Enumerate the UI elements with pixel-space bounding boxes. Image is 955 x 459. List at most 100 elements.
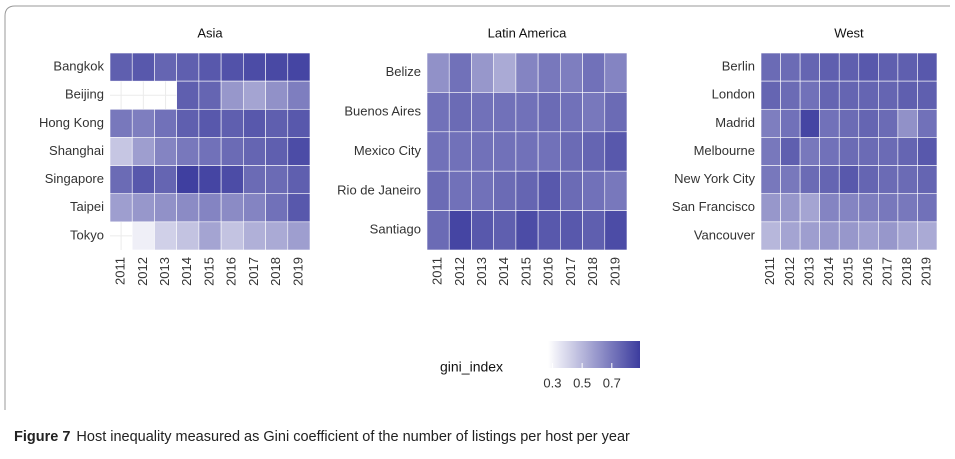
heat-cell [471, 210, 494, 251]
heat-cell [799, 108, 820, 138]
heat-cell [176, 108, 200, 138]
heat-cell [287, 108, 311, 138]
heat-cell [176, 165, 200, 195]
y-tick-label: Tokyo [70, 227, 104, 242]
heat-cell [819, 193, 840, 223]
heat-cell [198, 108, 222, 138]
y-tick-label: Shanghai [49, 143, 104, 158]
heat-cell [760, 193, 781, 223]
heat-cell [426, 92, 450, 133]
heat-cell [198, 52, 222, 82]
y-tick-label: Hong Kong [39, 115, 104, 130]
x-tick-label: 2013 [474, 257, 489, 286]
legend-tick-label: 0.7 [603, 375, 621, 390]
heat-cell [760, 80, 781, 110]
y-tick-label: San Francisco [672, 199, 755, 214]
heat-cell [838, 108, 860, 138]
heat-cell [858, 193, 879, 223]
heat-cell [897, 137, 918, 166]
y-tick-label: Santiago [370, 222, 421, 237]
heat-cell [582, 210, 606, 251]
legend-title: gini_index [440, 359, 503, 375]
heat-cell [287, 137, 311, 166]
heat-cell [878, 80, 899, 110]
heat-cell [515, 52, 539, 93]
heat-cell [537, 131, 561, 172]
heat-cell [243, 137, 266, 166]
heat-cell [198, 80, 222, 110]
panel-title: Latin America [488, 25, 568, 40]
heat-cell [819, 80, 840, 110]
heat-cell [154, 108, 177, 138]
heat-cell [426, 52, 450, 93]
heat-cell [426, 170, 450, 211]
heat-cell [917, 165, 938, 195]
x-tick-label: 2013 [157, 257, 172, 286]
x-tick-label: 2017 [880, 257, 895, 286]
y-tick-label: Madrid [715, 115, 755, 130]
heat-cell [154, 165, 177, 195]
y-tick-label: Beijing [65, 87, 104, 102]
heat-cell [131, 137, 155, 166]
heat-cell [780, 165, 801, 195]
heat-cell [448, 210, 472, 251]
heat-cell [493, 170, 517, 211]
heat-cell [537, 170, 561, 211]
caption-label: Figure 7 [14, 429, 70, 445]
heat-cell [515, 92, 539, 133]
heat-cell [198, 193, 222, 223]
x-tick-label: 2012 [782, 257, 797, 286]
x-tick-label: 2011 [430, 257, 445, 285]
heat-cell [858, 221, 879, 251]
heat-cell [471, 131, 494, 172]
heat-cell [220, 137, 244, 166]
heat-cell [760, 221, 781, 251]
heat-cell [471, 52, 494, 93]
y-tick-label: New York City [674, 171, 755, 186]
heat-cell [448, 170, 472, 211]
heat-cell [515, 170, 539, 211]
heat-cell [780, 108, 801, 138]
heat-cell [560, 210, 583, 251]
heat-cell [780, 52, 801, 82]
heat-cell [858, 108, 879, 138]
x-tick-label: 2015 [518, 257, 533, 286]
legend-tick-label: 0.5 [573, 375, 591, 390]
heat-cell [243, 193, 266, 223]
heat-cell [897, 221, 918, 251]
heat-cell [604, 92, 628, 133]
heat-cell [917, 193, 938, 223]
heat-cell [265, 221, 289, 251]
heat-cell [560, 92, 583, 133]
y-tick-label: Mexico City [354, 143, 422, 158]
heat-cell [471, 92, 494, 133]
heat-cell [760, 137, 781, 166]
heat-cell [243, 52, 266, 82]
heat-cell [819, 137, 840, 166]
heat-cell [220, 193, 244, 223]
heat-cell [760, 52, 781, 82]
heat-cell [287, 52, 311, 82]
x-tick-label: 2015 [201, 257, 216, 286]
heat-cell [243, 221, 266, 251]
heat-cell [176, 80, 200, 110]
legend-tick-label: 0.3 [543, 375, 561, 390]
heat-cell [493, 92, 517, 133]
heat-cell [878, 193, 899, 223]
heat-cell [243, 80, 266, 110]
heat-cell [220, 80, 244, 110]
heat-cell [897, 165, 918, 195]
heat-cell [220, 52, 244, 82]
x-tick-label: 2011 [762, 257, 777, 285]
y-tick-label: Buenos Aires [344, 104, 421, 119]
y-tick-label: Taipei [70, 199, 104, 214]
heat-cell [819, 165, 840, 195]
heat-cell [858, 137, 879, 166]
y-tick-label: Berlin [722, 59, 755, 74]
heat-cell [154, 221, 177, 251]
heat-cell [858, 80, 879, 110]
heat-cell [604, 52, 628, 93]
x-tick-label: 2017 [563, 257, 578, 286]
heat-cell [897, 193, 918, 223]
heat-cell [819, 221, 840, 251]
